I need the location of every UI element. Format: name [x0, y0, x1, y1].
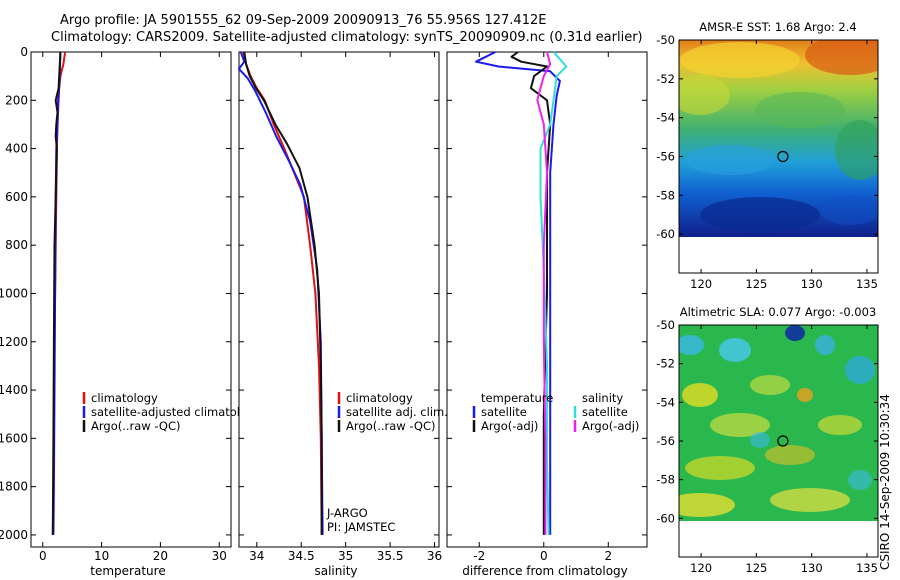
y-tick-label: 1000	[0, 286, 28, 300]
series-line-temperature-satellite	[475, 51, 561, 535]
map-x-tick-label: 125	[745, 561, 767, 575]
timestamp-stamp: CSIRO 14-Sep-2009 10:30:34	[878, 394, 892, 570]
legend-label-sal-satellite: satellite	[582, 405, 628, 419]
x-tick-label: 30	[212, 549, 227, 563]
salinity-axes-frame	[238, 51, 440, 548]
map-y-tick-label: -54	[656, 111, 675, 125]
difference-lines	[475, 51, 568, 535]
x-tick-label: 2	[604, 549, 612, 563]
map-y-tick-label: -58	[656, 473, 675, 487]
salinity-y-ticks	[239, 51, 439, 536]
x-tick-label: 35.5	[377, 549, 404, 563]
sst-x-ticks: 120 125 130 135	[690, 40, 878, 291]
series-line-salinity-argo-adj	[536, 51, 552, 535]
sst-map-panel: AMSR-E SST: 1.68 Argo: 2.4 -50-52-54-56-…	[656, 20, 879, 291]
difference-x-ticks: -2 0 2	[473, 52, 612, 563]
sla-argo-location-marker	[777, 435, 789, 447]
x-tick-label: 34.5	[288, 549, 315, 563]
sla-heatmap-texture	[679, 325, 875, 517]
annotation-pi-jamstec: PI: JAMSTEC	[327, 520, 395, 534]
legend-label-climatology: climatology	[91, 391, 158, 405]
legend-label-climatology: climatology	[346, 391, 413, 405]
y-tick-label: 1400	[0, 383, 28, 397]
x-tick-label: 20	[153, 549, 168, 563]
map-y-tick-label: -50	[656, 33, 675, 47]
map-y-tick-label: -60	[656, 227, 675, 241]
difference-xlabel: difference from climatology	[462, 564, 628, 578]
sla-y-ticks: -50 -52 -54 -56 -58 -60	[656, 318, 878, 525]
sst-heatmap-texture	[679, 40, 878, 233]
depth-ticks: 0 200 400 600 800 1000 1200 1400 1600 1800 2000	[0, 45, 231, 542]
salinity-xlabel: salinity	[314, 564, 357, 578]
y-tick-label: 400	[5, 142, 28, 156]
salinity-lines	[238, 51, 324, 535]
y-tick-label: 0	[20, 45, 28, 59]
map-y-tick-label: -52	[656, 72, 675, 86]
temperature-x-ticks: 0 10 20 30	[39, 52, 227, 563]
y-tick-label: 2000	[0, 528, 28, 542]
series-line-argo-raw-qc	[243, 51, 323, 535]
map-x-tick-label: 120	[690, 561, 712, 575]
legend-label-satellite-adj: satellite adj. clim.	[346, 405, 448, 419]
x-tick-label: -2	[473, 549, 485, 563]
y-tick-label: 1800	[0, 480, 28, 494]
map-y-tick-label: -60	[656, 511, 675, 525]
x-tick-label: 35	[338, 549, 353, 563]
difference-panel: -2 0 2 difference from climatology tempera…	[446, 51, 648, 578]
x-tick-label: 34	[249, 549, 264, 563]
series-line-argo-raw-qc	[51, 51, 62, 535]
x-tick-label: 36	[427, 549, 442, 563]
x-tick-label: 0	[39, 549, 47, 563]
legend-label-argo: Argo(..raw -QC)	[346, 419, 436, 433]
map-x-tick-label: 135	[856, 277, 878, 291]
y-tick-label: 1600	[0, 431, 28, 445]
sla-x-ticks: 120 125 130 135	[690, 325, 878, 575]
map-y-tick-label: -56	[656, 150, 675, 164]
map-x-tick-label: 130	[801, 561, 823, 575]
legend-label-temp-satellite: satellite	[481, 405, 527, 419]
figure-title-line2: Climatology: CARS2009. Satellite-adjuste…	[51, 30, 643, 45]
y-tick-label: 1200	[0, 335, 28, 349]
map-y-tick-label: -52	[656, 357, 675, 371]
map-y-tick-label: -56	[656, 434, 675, 448]
sst-argo-location-marker	[777, 150, 789, 163]
salinity-panel: 34 34.5 35 35.5 36 salinity climatology sate…	[238, 51, 448, 578]
map-y-tick-label: -58	[656, 188, 675, 202]
map-y-tick-label: -50	[656, 318, 675, 332]
temperature-xlabel: temperature	[90, 564, 165, 578]
map-y-tick-label: -54	[656, 395, 675, 409]
y-tick-label: 600	[5, 190, 28, 204]
x-tick-label: 10	[94, 549, 109, 563]
legend-label-temp-argo: Argo(-adj)	[481, 419, 538, 433]
legend-label-sal-argo: Argo(-adj)	[582, 419, 639, 433]
temperature-axes-frame	[30, 51, 232, 548]
difference-y-ticks	[447, 51, 647, 536]
temperature-legend: climatology satellite-adjusted climatolo…	[82, 391, 261, 433]
map-x-tick-label: 135	[856, 561, 878, 575]
legend-header-salinity: salinity	[582, 391, 623, 405]
temperature-lines	[51, 51, 67, 535]
annotation-j-argo: J-ARGO	[326, 506, 368, 520]
sst-map-title: AMSR-E SST: 1.68 Argo: 2.4	[699, 20, 856, 34]
map-x-tick-label: 125	[745, 277, 767, 291]
map-x-tick-label: 130	[801, 277, 823, 291]
legend-label-argo: Argo(..raw -QC)	[91, 419, 181, 433]
y-tick-label: 200	[5, 93, 28, 107]
temperature-panel: 0 200 400 600 800 1000 1200 1400 1600 1800 2000 0 1…	[0, 45, 261, 578]
sst-y-ticks: -50 -52 -54 -56 -58 -60	[656, 33, 878, 241]
salinity-x-ticks: 34 34.5 35 35.5 36	[249, 52, 442, 563]
map-x-tick-label: 120	[690, 277, 712, 291]
salinity-legend: climatology satellite adj. clim. Argo(..…	[337, 391, 448, 433]
legend-label-satellite-adjusted: satellite-adjusted climatology	[91, 405, 261, 419]
difference-legend: temperature salinity satellite Argo(-adj…	[472, 391, 639, 433]
legend-header-temperature: temperature	[481, 391, 553, 405]
figure-title-line1: Argo profile: JA 5901555_62 09-Sep-2009 …	[60, 13, 546, 28]
x-tick-label: 0	[540, 549, 548, 563]
sla-map-title: Altimetric SLA: 0.077 Argo: -0.003	[680, 305, 877, 319]
y-tick-label: 800	[5, 238, 28, 252]
sla-map-panel: Altimetric SLA: 0.077 Argo: -0.003 -50-5…	[656, 305, 879, 575]
